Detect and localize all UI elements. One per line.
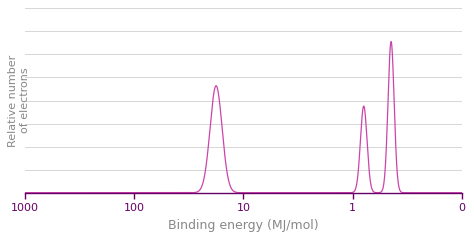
Y-axis label: Relative number
of electrons: Relative number of electrons — [9, 54, 30, 147]
X-axis label: Binding energy (MJ/mol): Binding energy (MJ/mol) — [168, 219, 319, 232]
